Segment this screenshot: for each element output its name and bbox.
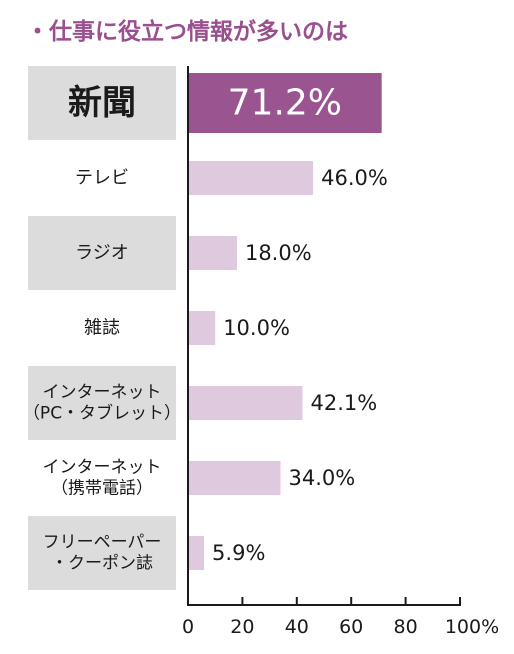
category-label: インターネット — [43, 457, 162, 477]
category-label-bg — [28, 66, 176, 140]
category-label-bg — [28, 516, 176, 590]
category-label: 雑誌 — [84, 318, 120, 339]
category-label: 新聞 — [68, 83, 136, 123]
bar — [188, 161, 314, 195]
x-tick-label: 80 — [394, 616, 418, 638]
category-label: テレビ — [75, 168, 129, 189]
category-label: （携帯電話） — [51, 479, 153, 499]
x-tick-label: 40 — [285, 616, 309, 638]
value-label: 46.0% — [321, 166, 388, 190]
category-label: インターネット — [43, 382, 162, 402]
x-tick-label: 0 — [182, 616, 194, 638]
category-label: ・クーポン誌 — [51, 554, 153, 574]
bar — [188, 461, 281, 495]
category-label-bg — [28, 366, 176, 440]
bar — [188, 73, 382, 133]
value-label: 5.9% — [212, 541, 265, 565]
chart-title: ・仕事に役立つ情報が多いのは — [26, 12, 348, 46]
bar — [188, 386, 303, 420]
x-tick-label: 60 — [339, 616, 363, 638]
bar — [188, 236, 237, 270]
bar — [188, 536, 205, 570]
category-label: ラジオ — [75, 243, 129, 264]
category-label: （PC・タブレット） — [23, 403, 181, 424]
x-tick-label: 100% — [445, 616, 499, 638]
category-label: フリーペーパー — [43, 532, 162, 552]
value-label: 10.0% — [223, 316, 290, 340]
bar — [188, 311, 216, 345]
value-label: 34.0% — [288, 466, 355, 490]
x-tick-label: 20 — [230, 616, 254, 638]
value-label: 42.1% — [311, 391, 378, 415]
value-label: 71.2% — [228, 83, 342, 124]
category-label-bg — [28, 216, 176, 290]
title-text: ・仕事に役立つ情報が多いのは — [26, 19, 348, 45]
value-label: 18.0% — [245, 241, 312, 265]
